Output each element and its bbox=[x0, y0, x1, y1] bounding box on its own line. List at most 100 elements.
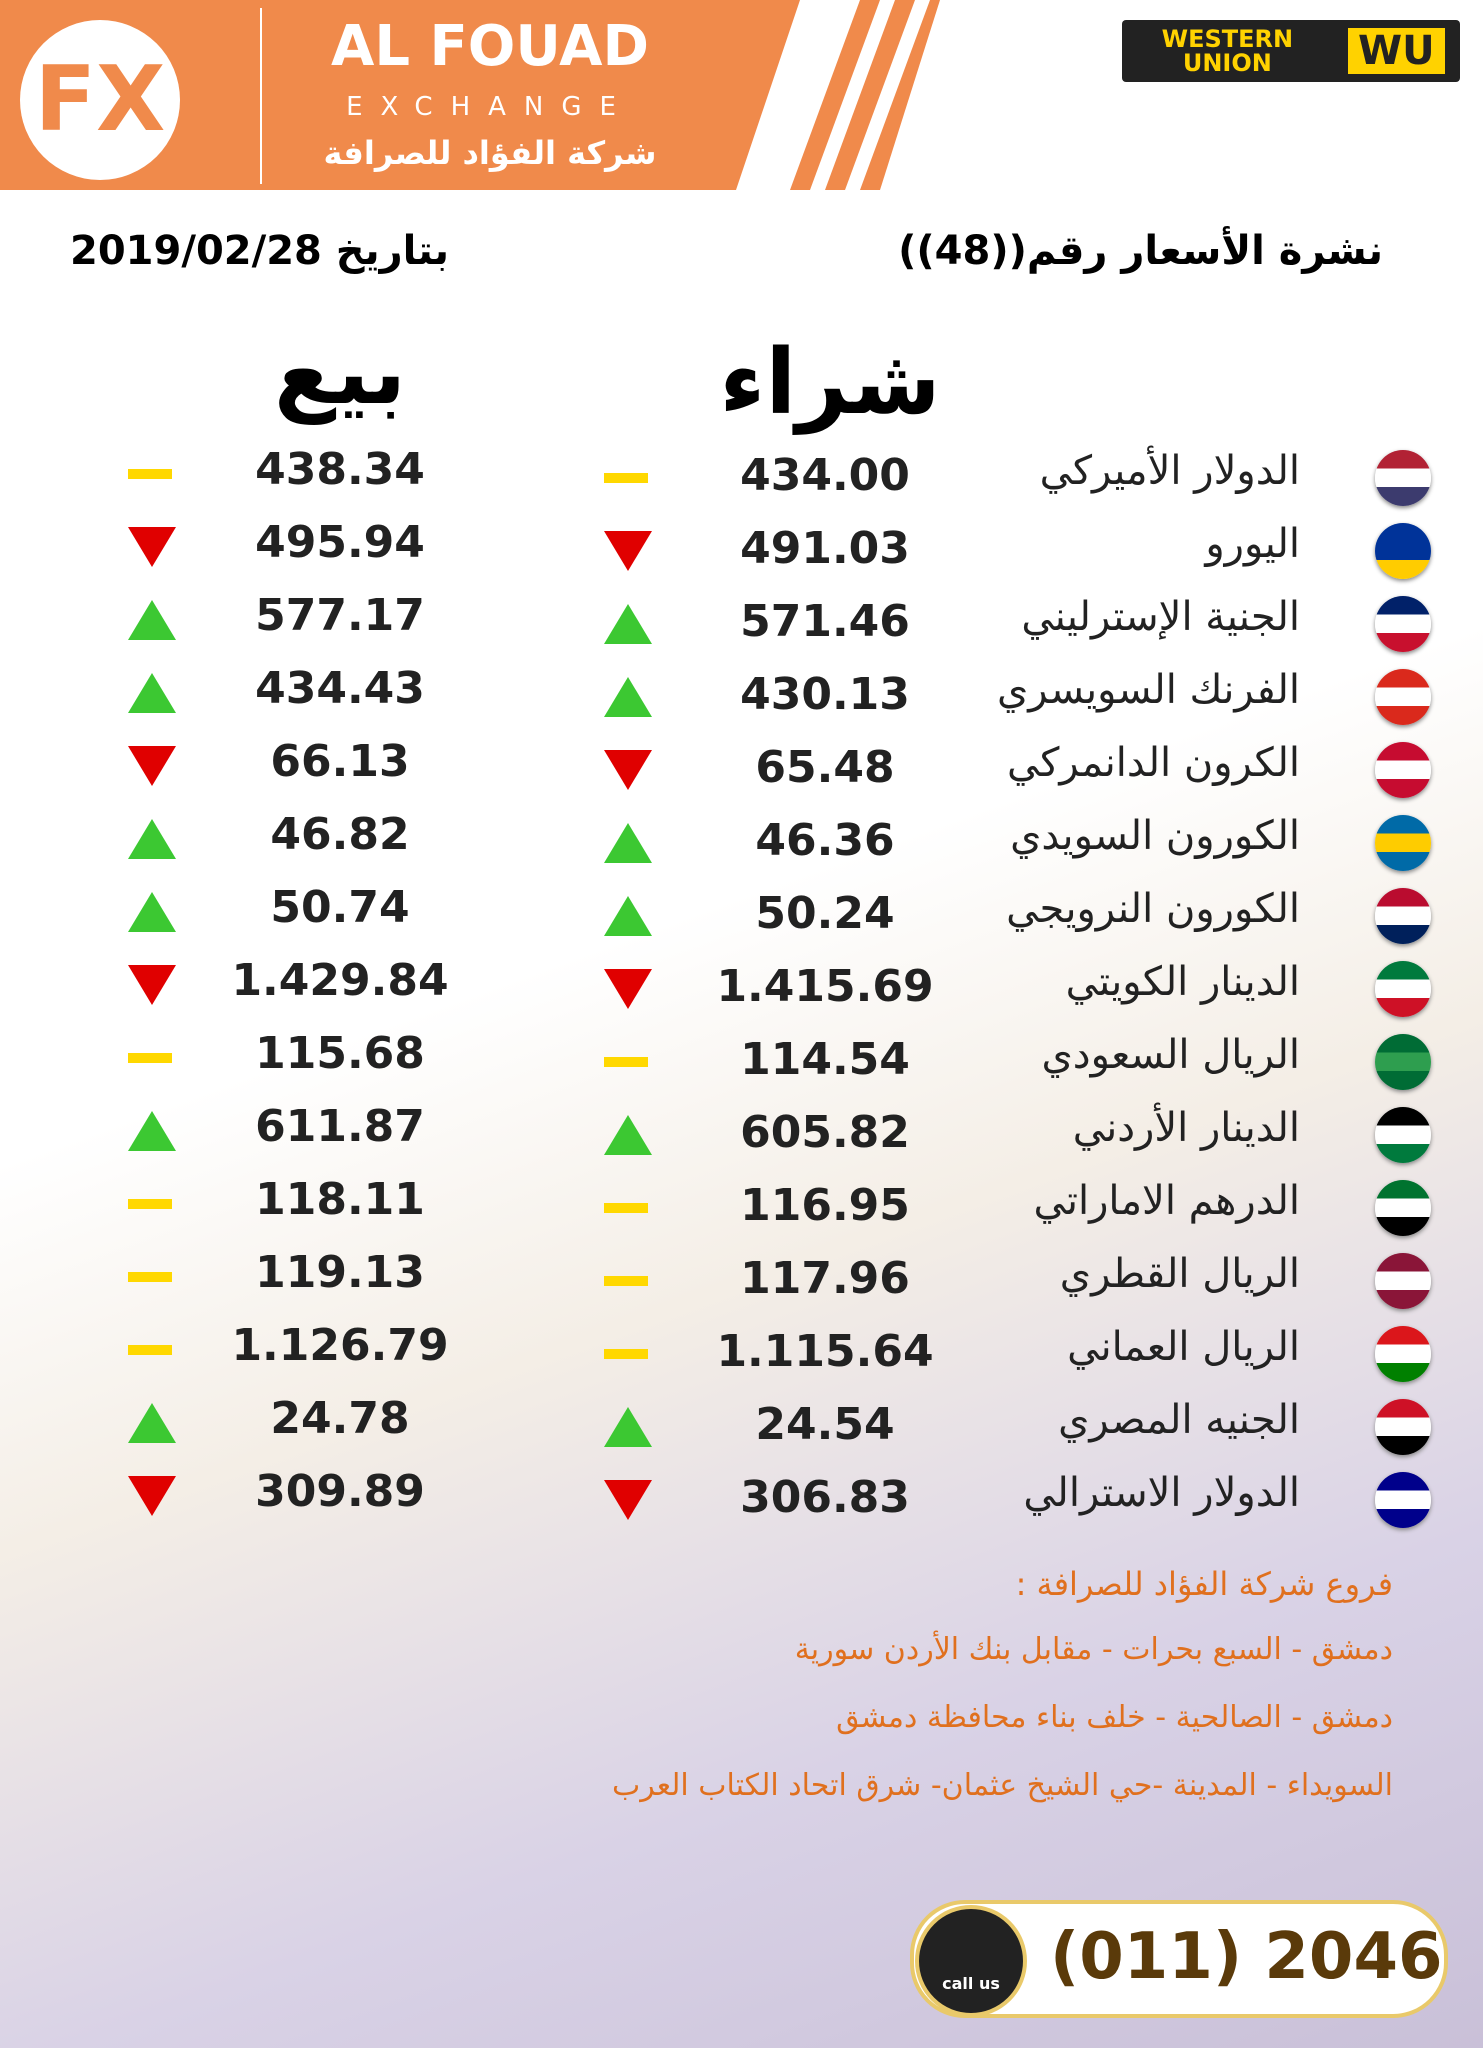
currency-name: الدينار الأردني bbox=[1072, 1105, 1300, 1151]
currency-name: الدولار الاسترالي bbox=[1023, 1470, 1300, 1516]
currency-name: الكورون النرويجي bbox=[1006, 886, 1300, 932]
currency-name: الفرنك السويسري bbox=[996, 667, 1300, 713]
sell-price: 309.89 bbox=[255, 1466, 425, 1517]
trend-icon bbox=[128, 819, 176, 859]
currency-name: الريال السعودي bbox=[1041, 1032, 1300, 1078]
trend-icon bbox=[604, 969, 652, 1009]
currency-name: الكرون الدانمركي bbox=[1007, 740, 1300, 786]
currency-name: الكورون السويدي bbox=[1010, 813, 1300, 859]
trend-icon bbox=[128, 892, 176, 932]
trend-icon bbox=[128, 1345, 172, 1355]
header-divider bbox=[260, 8, 732, 184]
buy-price: 605.82 bbox=[740, 1107, 910, 1158]
sell-price: 495.94 bbox=[255, 517, 425, 568]
call-button[interactable]: call us bbox=[915, 1905, 1027, 2017]
flag bbox=[1375, 669, 1431, 725]
trend-icon bbox=[128, 1111, 176, 1151]
trend-icon bbox=[128, 1476, 176, 1516]
flag bbox=[1375, 1399, 1431, 1455]
trend-icon bbox=[128, 1053, 172, 1063]
trend-icon bbox=[604, 823, 652, 863]
buy-price: 491.03 bbox=[740, 523, 910, 574]
flag bbox=[1375, 815, 1431, 871]
buy-price: 24.54 bbox=[755, 1399, 895, 1450]
trend-icon bbox=[128, 600, 176, 640]
bulletin-date: بتاريخ 2019/02/28 bbox=[70, 228, 450, 274]
trend-icon bbox=[604, 1349, 648, 1359]
trend-icon bbox=[128, 965, 176, 1005]
trend-icon bbox=[128, 673, 176, 713]
buy-price: 50.24 bbox=[755, 888, 895, 939]
sell-price: 1.429.84 bbox=[231, 955, 449, 1006]
logo: FX bbox=[20, 20, 180, 180]
sell-price: 611.87 bbox=[255, 1101, 425, 1152]
branches-title: فروع شركة الفؤاد للصرافة : bbox=[1015, 1565, 1393, 1603]
sell-price: 115.68 bbox=[255, 1028, 425, 1079]
branch-line: دمشق - الصالحية - خلف بناء محافظة دمشق bbox=[836, 1700, 1393, 1735]
currency-name: الجنية الإسترليني bbox=[1021, 594, 1300, 640]
currency-name: الريال العماني bbox=[1067, 1324, 1300, 1370]
trend-icon bbox=[604, 531, 652, 571]
currency-name: الدينار الكويتي bbox=[1065, 959, 1300, 1005]
sell-price: 438.34 bbox=[255, 444, 425, 495]
sell-price: 46.82 bbox=[270, 809, 410, 860]
sell-price: 66.13 bbox=[270, 736, 410, 787]
currency-name: الدرهم الاماراتي bbox=[1033, 1178, 1300, 1224]
trend-icon bbox=[604, 1480, 652, 1520]
sell-price: 119.13 bbox=[255, 1247, 425, 1298]
buy-price: 430.13 bbox=[740, 669, 910, 720]
flag bbox=[1375, 961, 1431, 1017]
flag bbox=[1375, 523, 1431, 579]
trend-icon bbox=[604, 1276, 648, 1286]
flag bbox=[1375, 596, 1431, 652]
trend-icon bbox=[604, 1203, 648, 1213]
buy-price: 117.96 bbox=[740, 1253, 910, 1304]
currency-name: اليورو bbox=[1205, 521, 1300, 567]
buy-price: 1.115.64 bbox=[716, 1326, 934, 1377]
company-arabic: شركة الفؤاد للصرافة bbox=[323, 134, 657, 172]
buy-price: 116.95 bbox=[740, 1180, 910, 1231]
partner-logo: WESTERN UNION WU bbox=[1122, 20, 1460, 82]
flag bbox=[1375, 1472, 1431, 1528]
currency-name: الدولار الأميركي bbox=[1039, 448, 1300, 494]
trend-icon bbox=[128, 469, 172, 479]
flag bbox=[1375, 1034, 1431, 1090]
flag bbox=[1375, 1253, 1431, 1309]
flag bbox=[1375, 450, 1431, 506]
trend-icon bbox=[604, 473, 648, 483]
trend-icon bbox=[128, 746, 176, 786]
buy-price: 46.36 bbox=[755, 815, 895, 866]
trend-icon bbox=[128, 1403, 176, 1443]
trend-icon bbox=[604, 1407, 652, 1447]
branch-line: دمشق - السبع بحرات - مقابل بنك الأردن سو… bbox=[794, 1632, 1393, 1667]
sell-price: 577.17 bbox=[255, 590, 425, 641]
trend-icon bbox=[604, 677, 652, 717]
currency-name: الجنيه المصري bbox=[1058, 1397, 1300, 1443]
trend-icon bbox=[128, 1272, 172, 1282]
buy-price: 65.48 bbox=[755, 742, 895, 793]
trend-icon bbox=[604, 1057, 648, 1067]
bulletin-number: نشرة الأسعار رقم((48)) bbox=[898, 228, 1383, 274]
trend-icon bbox=[604, 1115, 652, 1155]
stripes bbox=[790, 0, 940, 190]
company-title: AL FOUAD bbox=[331, 14, 649, 79]
sell-price: 1.126.79 bbox=[231, 1320, 449, 1371]
currency-name: الريال القطري bbox=[1059, 1251, 1300, 1297]
flag bbox=[1375, 742, 1431, 798]
partner-name: WESTERN UNION bbox=[1161, 25, 1294, 77]
company-subtitle: EXCHANGE bbox=[346, 92, 634, 122]
buy-price: 114.54 bbox=[740, 1034, 910, 1085]
flag bbox=[1375, 1326, 1431, 1382]
sell-price: 24.78 bbox=[270, 1393, 410, 1444]
trend-icon bbox=[604, 750, 652, 790]
trend-icon bbox=[128, 1199, 172, 1209]
buy-price: 306.83 bbox=[740, 1472, 910, 1523]
sell-price: 118.11 bbox=[255, 1174, 425, 1225]
sell-price: 50.74 bbox=[270, 882, 410, 933]
branch-line: السويداء - المدينة -حي الشيخ عثمان- شرق … bbox=[611, 1768, 1393, 1803]
buy-price: 1.415.69 bbox=[716, 961, 934, 1012]
phone-number: (011) 2046 bbox=[1050, 1920, 1443, 1994]
buy-header: شراء bbox=[719, 330, 941, 435]
buy-price: 571.46 bbox=[740, 596, 910, 647]
